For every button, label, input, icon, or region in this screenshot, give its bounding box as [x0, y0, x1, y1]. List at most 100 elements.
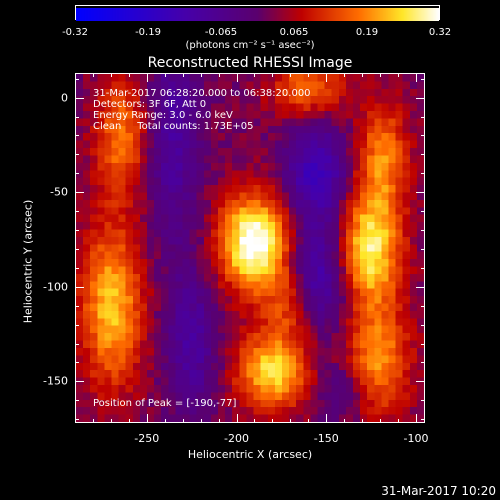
- x-minor-tick: [254, 73, 256, 77]
- colorbar: [75, 5, 440, 21]
- x-minor-tick: [308, 73, 310, 77]
- y-minor-tick: [75, 230, 79, 232]
- y-minor-tick: [421, 154, 425, 156]
- y-tick-mark: [75, 381, 84, 383]
- annotation-line: 31-Mar-2017 06:28:20.000 to 06:38:20.000: [93, 88, 311, 99]
- x-minor-tick: [398, 419, 400, 423]
- y-minor-tick: [421, 78, 425, 80]
- y-minor-tick: [75, 305, 79, 307]
- heatmap-plot: [75, 73, 425, 423]
- y-minor-tick: [75, 154, 79, 156]
- y-tick-label: -50: [50, 185, 68, 199]
- x-minor-tick: [128, 419, 130, 423]
- y-tick-mark: [75, 286, 84, 288]
- y-minor-tick: [421, 248, 425, 250]
- y-minor-tick: [421, 116, 425, 118]
- y-tick-mark: [416, 97, 425, 99]
- y-minor-tick: [75, 343, 79, 345]
- x-tick-mark: [146, 414, 148, 423]
- colorbar-tick-label: 0.32: [428, 27, 452, 38]
- x-tick-label: -150: [313, 432, 339, 445]
- x-tick-mark: [236, 73, 238, 82]
- x-tick-label: -200: [224, 432, 250, 445]
- y-tick-mark: [75, 97, 84, 99]
- x-axis-label: Heliocentric X (arcsec): [187, 448, 313, 461]
- x-minor-tick: [380, 73, 382, 77]
- x-minor-tick: [164, 73, 166, 77]
- y-minor-tick: [75, 267, 79, 269]
- y-tick-mark: [75, 192, 84, 194]
- x-minor-tick: [218, 73, 220, 77]
- y-minor-tick: [421, 211, 425, 213]
- x-minor-tick: [92, 419, 94, 423]
- y-minor-tick: [75, 362, 79, 364]
- x-minor-tick: [128, 73, 130, 77]
- y-minor-tick: [421, 173, 425, 175]
- y-minor-tick: [421, 343, 425, 345]
- y-minor-tick: [421, 135, 425, 137]
- y-minor-tick: [421, 324, 425, 326]
- x-minor-tick: [308, 419, 310, 423]
- x-minor-tick: [218, 419, 220, 423]
- y-minor-tick: [421, 267, 425, 269]
- footer-timestamp: 31-Mar-2017 10:20: [381, 484, 496, 498]
- x-minor-tick: [398, 73, 400, 77]
- x-minor-tick: [92, 73, 94, 77]
- chart-title: Reconstructed RHESSI Image: [147, 55, 353, 71]
- y-tick-mark: [416, 286, 425, 288]
- y-minor-tick: [75, 419, 79, 421]
- colorbar-tick-label: 0.19: [355, 27, 379, 38]
- x-tick-label: -250: [134, 432, 160, 445]
- annotation-line: Clean Total counts: 1.73E+05: [93, 121, 254, 132]
- x-tick-label: -100: [403, 432, 429, 445]
- y-minor-tick: [75, 400, 79, 402]
- x-minor-tick: [182, 73, 184, 77]
- x-minor-tick: [200, 419, 202, 423]
- annotation-line: Detectors: 3F 6F, Att 0: [93, 99, 207, 110]
- colorbar-tick-label: -0.19: [135, 27, 161, 38]
- x-minor-tick: [200, 73, 202, 77]
- colorbar-tick-label: -0.32: [62, 27, 88, 38]
- annotation-line: Energy Range: 3.0 - 6.0 keV: [93, 110, 233, 121]
- x-minor-tick: [164, 419, 166, 423]
- x-tick-mark: [416, 414, 418, 423]
- x-minor-tick: [362, 419, 364, 423]
- y-minor-tick: [421, 400, 425, 402]
- x-minor-tick: [110, 73, 112, 77]
- x-minor-tick: [182, 419, 184, 423]
- y-tick-label: -150: [43, 374, 68, 388]
- y-minor-tick: [75, 211, 79, 213]
- x-minor-tick: [254, 419, 256, 423]
- y-minor-tick: [75, 78, 79, 80]
- x-tick-mark: [416, 73, 418, 82]
- x-tick-mark: [146, 73, 148, 82]
- x-minor-tick: [344, 73, 346, 77]
- x-minor-tick: [290, 419, 292, 423]
- y-minor-tick: [421, 230, 425, 232]
- y-minor-tick: [75, 324, 79, 326]
- peak-position-label: Position of Peak = [-190,-77]: [93, 398, 237, 409]
- x-minor-tick: [344, 419, 346, 423]
- y-minor-tick: [421, 305, 425, 307]
- colorbar-gradient: [76, 8, 439, 21]
- y-tick-mark: [416, 192, 425, 194]
- y-minor-tick: [75, 116, 79, 118]
- x-minor-tick: [110, 419, 112, 423]
- x-minor-tick: [380, 419, 382, 423]
- x-tick-mark: [236, 414, 238, 423]
- x-tick-mark: [326, 73, 328, 82]
- y-minor-tick: [421, 362, 425, 364]
- y-minor-tick: [421, 419, 425, 421]
- colorbar-tick-label: -0.065: [204, 27, 238, 38]
- y-minor-tick: [75, 135, 79, 137]
- colorbar-tick-label: 0.065: [279, 27, 309, 38]
- x-minor-tick: [272, 73, 274, 77]
- x-minor-tick: [290, 73, 292, 77]
- heatmap-image: [76, 74, 424, 422]
- x-minor-tick: [272, 419, 274, 423]
- x-tick-mark: [326, 414, 328, 423]
- y-tick-label: -100: [43, 280, 68, 294]
- y-minor-tick: [75, 173, 79, 175]
- y-tick-mark: [416, 381, 425, 383]
- y-axis-label: Heliocentric Y (arcsec): [21, 199, 35, 324]
